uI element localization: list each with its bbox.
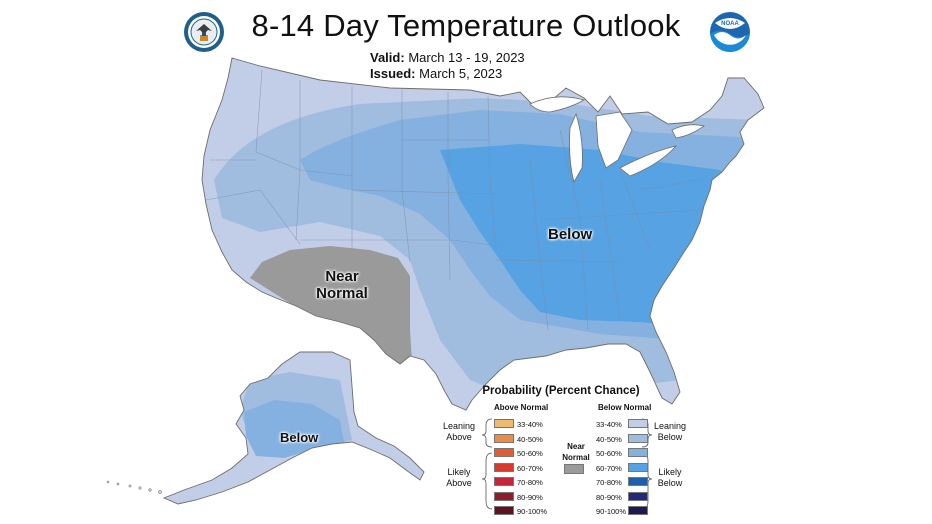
legend-below-item-label: 90-100% [596,507,627,516]
legend-below-item-swatch [628,462,648,472]
legend-above-item-label: 50-60% [517,449,543,458]
legend-above-item-label: 40-50% [517,434,543,444]
legend-below-item-label: 40-50% [596,434,622,444]
legend-likely-above: Likely Above [446,467,472,488]
legend-above-item-label: 80-90% [517,492,543,502]
lake-superior [529,96,586,113]
lake-erie [619,145,678,177]
issued-label: Issued: [370,66,416,81]
issued-line: Issued: March 5, 2023 [370,66,502,81]
legend-below-item-swatch [628,491,648,501]
legend-below-item-label: 80-90% [596,492,622,502]
legend-above-item-swatch [494,462,514,472]
lake-michigan [569,112,583,184]
legend-leaning-above: Leaning Above [442,421,476,442]
valid-line: Valid: March 13 - 19, 2023 [370,50,525,65]
issued-date: March 5, 2023 [419,66,503,81]
legend-above-item-label: 33-40% [517,420,543,429]
map-title: 8-14 Day Temperature Outlook [251,8,681,43]
legend-above-item-label: 60-70% [517,463,543,473]
legend-below-item-swatch [628,419,648,428]
legend-below-item-label: 60-70% [596,463,622,473]
legend-above-item-swatch [494,477,514,486]
valid-dates: March 13 - 19, 2023 [408,50,525,65]
legend-below-item-swatch [628,433,648,443]
legend-above-braces [481,418,493,510]
legend-below-header: Below Normal [598,403,652,412]
legend-below-item-label: 33-40% [596,420,622,429]
legend-above-item-swatch [494,419,514,428]
legend-below-item-swatch [628,477,648,486]
legend-below-item-swatch [628,448,648,457]
legend-below-item-swatch [628,506,648,515]
legend-title: Probability (Percent Chance) [482,385,640,397]
legend-below-item-label: 50-60% [596,449,622,458]
noaa-logo-icon: NOAA [710,12,750,52]
legend-above-header: Above Normal [494,403,549,412]
legend-above-item-swatch [494,491,514,501]
probability-legend: Probability (Percent Chance) Above Norma… [434,383,688,516]
lake-ontario [671,124,705,139]
legend-above-item-swatch [494,506,514,515]
legend-above-item-label: 90-100% [517,507,548,516]
legend-leaning-below: Leaning Below [653,421,687,442]
legend-likely-below: Likely Below [657,467,683,488]
valid-label: Valid: [370,50,405,65]
lake-huron [595,111,633,169]
legend-above-item-label: 70-80% [517,478,543,487]
legend-near-normal-swatch [564,464,584,474]
noaa-logo-text: NOAA [721,21,739,27]
legend-above-item-swatch [494,433,514,443]
below-normal-alaska-label: Below [280,430,319,445]
legend-near-normal: Near Normal [562,442,590,462]
near-normal-label: Near Normal [316,268,368,302]
below-normal-conus-label: Below [548,226,593,243]
doc-seal-icon [184,12,224,52]
legend-above-item-swatch [494,448,514,457]
legend-below-item-label: 70-80% [596,478,622,487]
